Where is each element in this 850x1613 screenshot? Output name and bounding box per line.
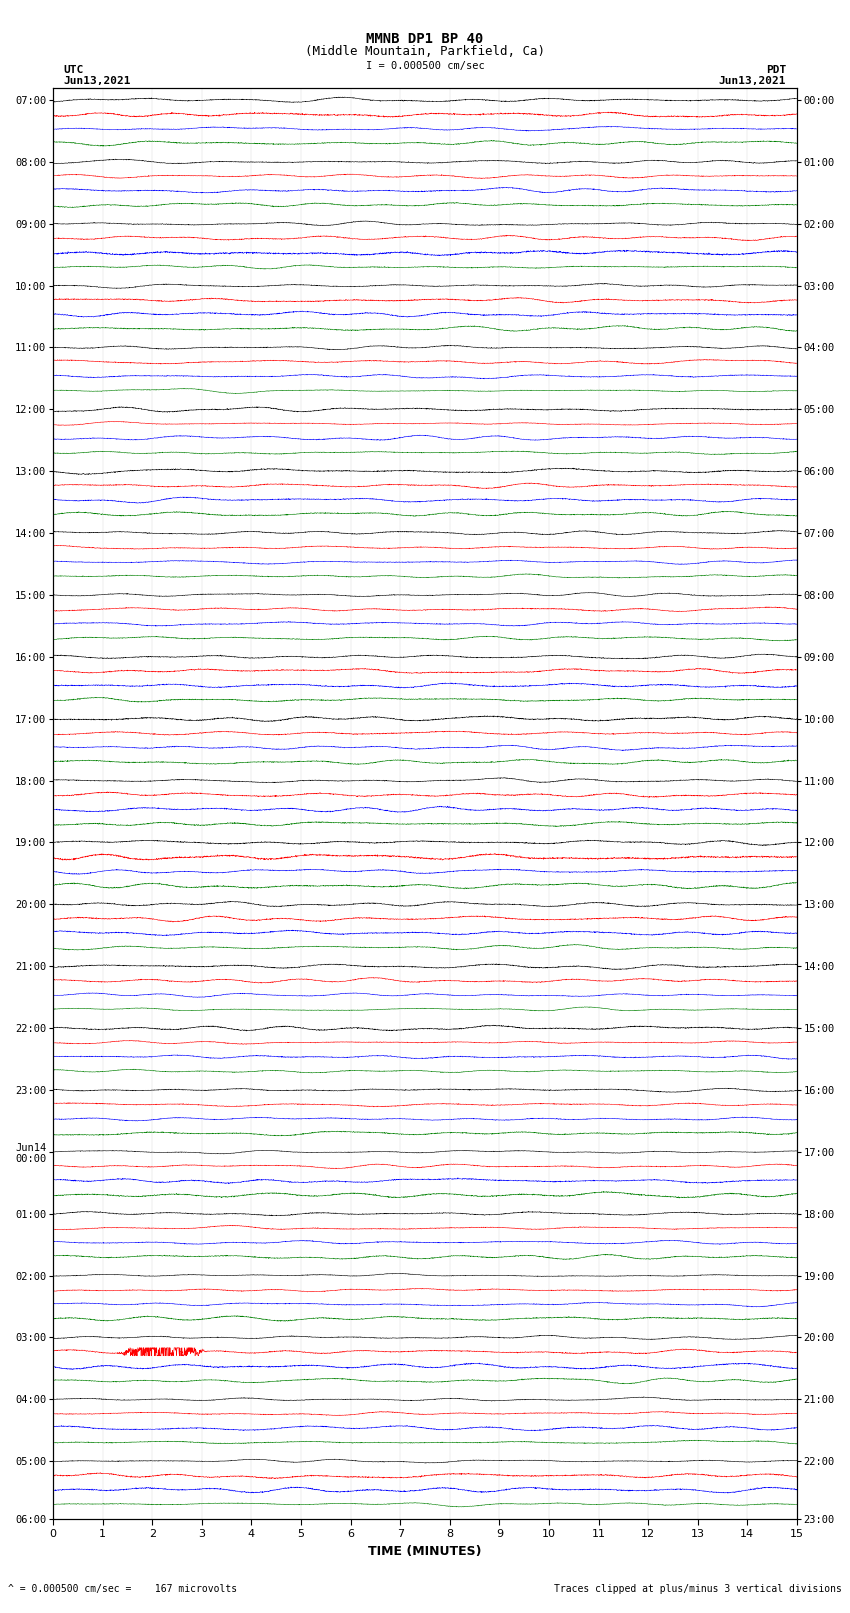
Text: (Middle Mountain, Parkfield, Ca): (Middle Mountain, Parkfield, Ca) [305, 45, 545, 58]
Text: I = 0.000500 cm/sec: I = 0.000500 cm/sec [366, 61, 484, 71]
Text: PDT: PDT [766, 65, 786, 74]
Text: MMNB DP1 BP 40: MMNB DP1 BP 40 [366, 32, 484, 47]
Text: UTC: UTC [64, 65, 84, 74]
Text: Traces clipped at plus/minus 3 vertical divisions: Traces clipped at plus/minus 3 vertical … [553, 1584, 842, 1594]
Text: Jun13,2021: Jun13,2021 [64, 76, 131, 85]
Text: Jun13,2021: Jun13,2021 [719, 76, 786, 85]
Text: ^ = 0.000500 cm/sec =    167 microvolts: ^ = 0.000500 cm/sec = 167 microvolts [8, 1584, 238, 1594]
X-axis label: TIME (MINUTES): TIME (MINUTES) [368, 1545, 482, 1558]
